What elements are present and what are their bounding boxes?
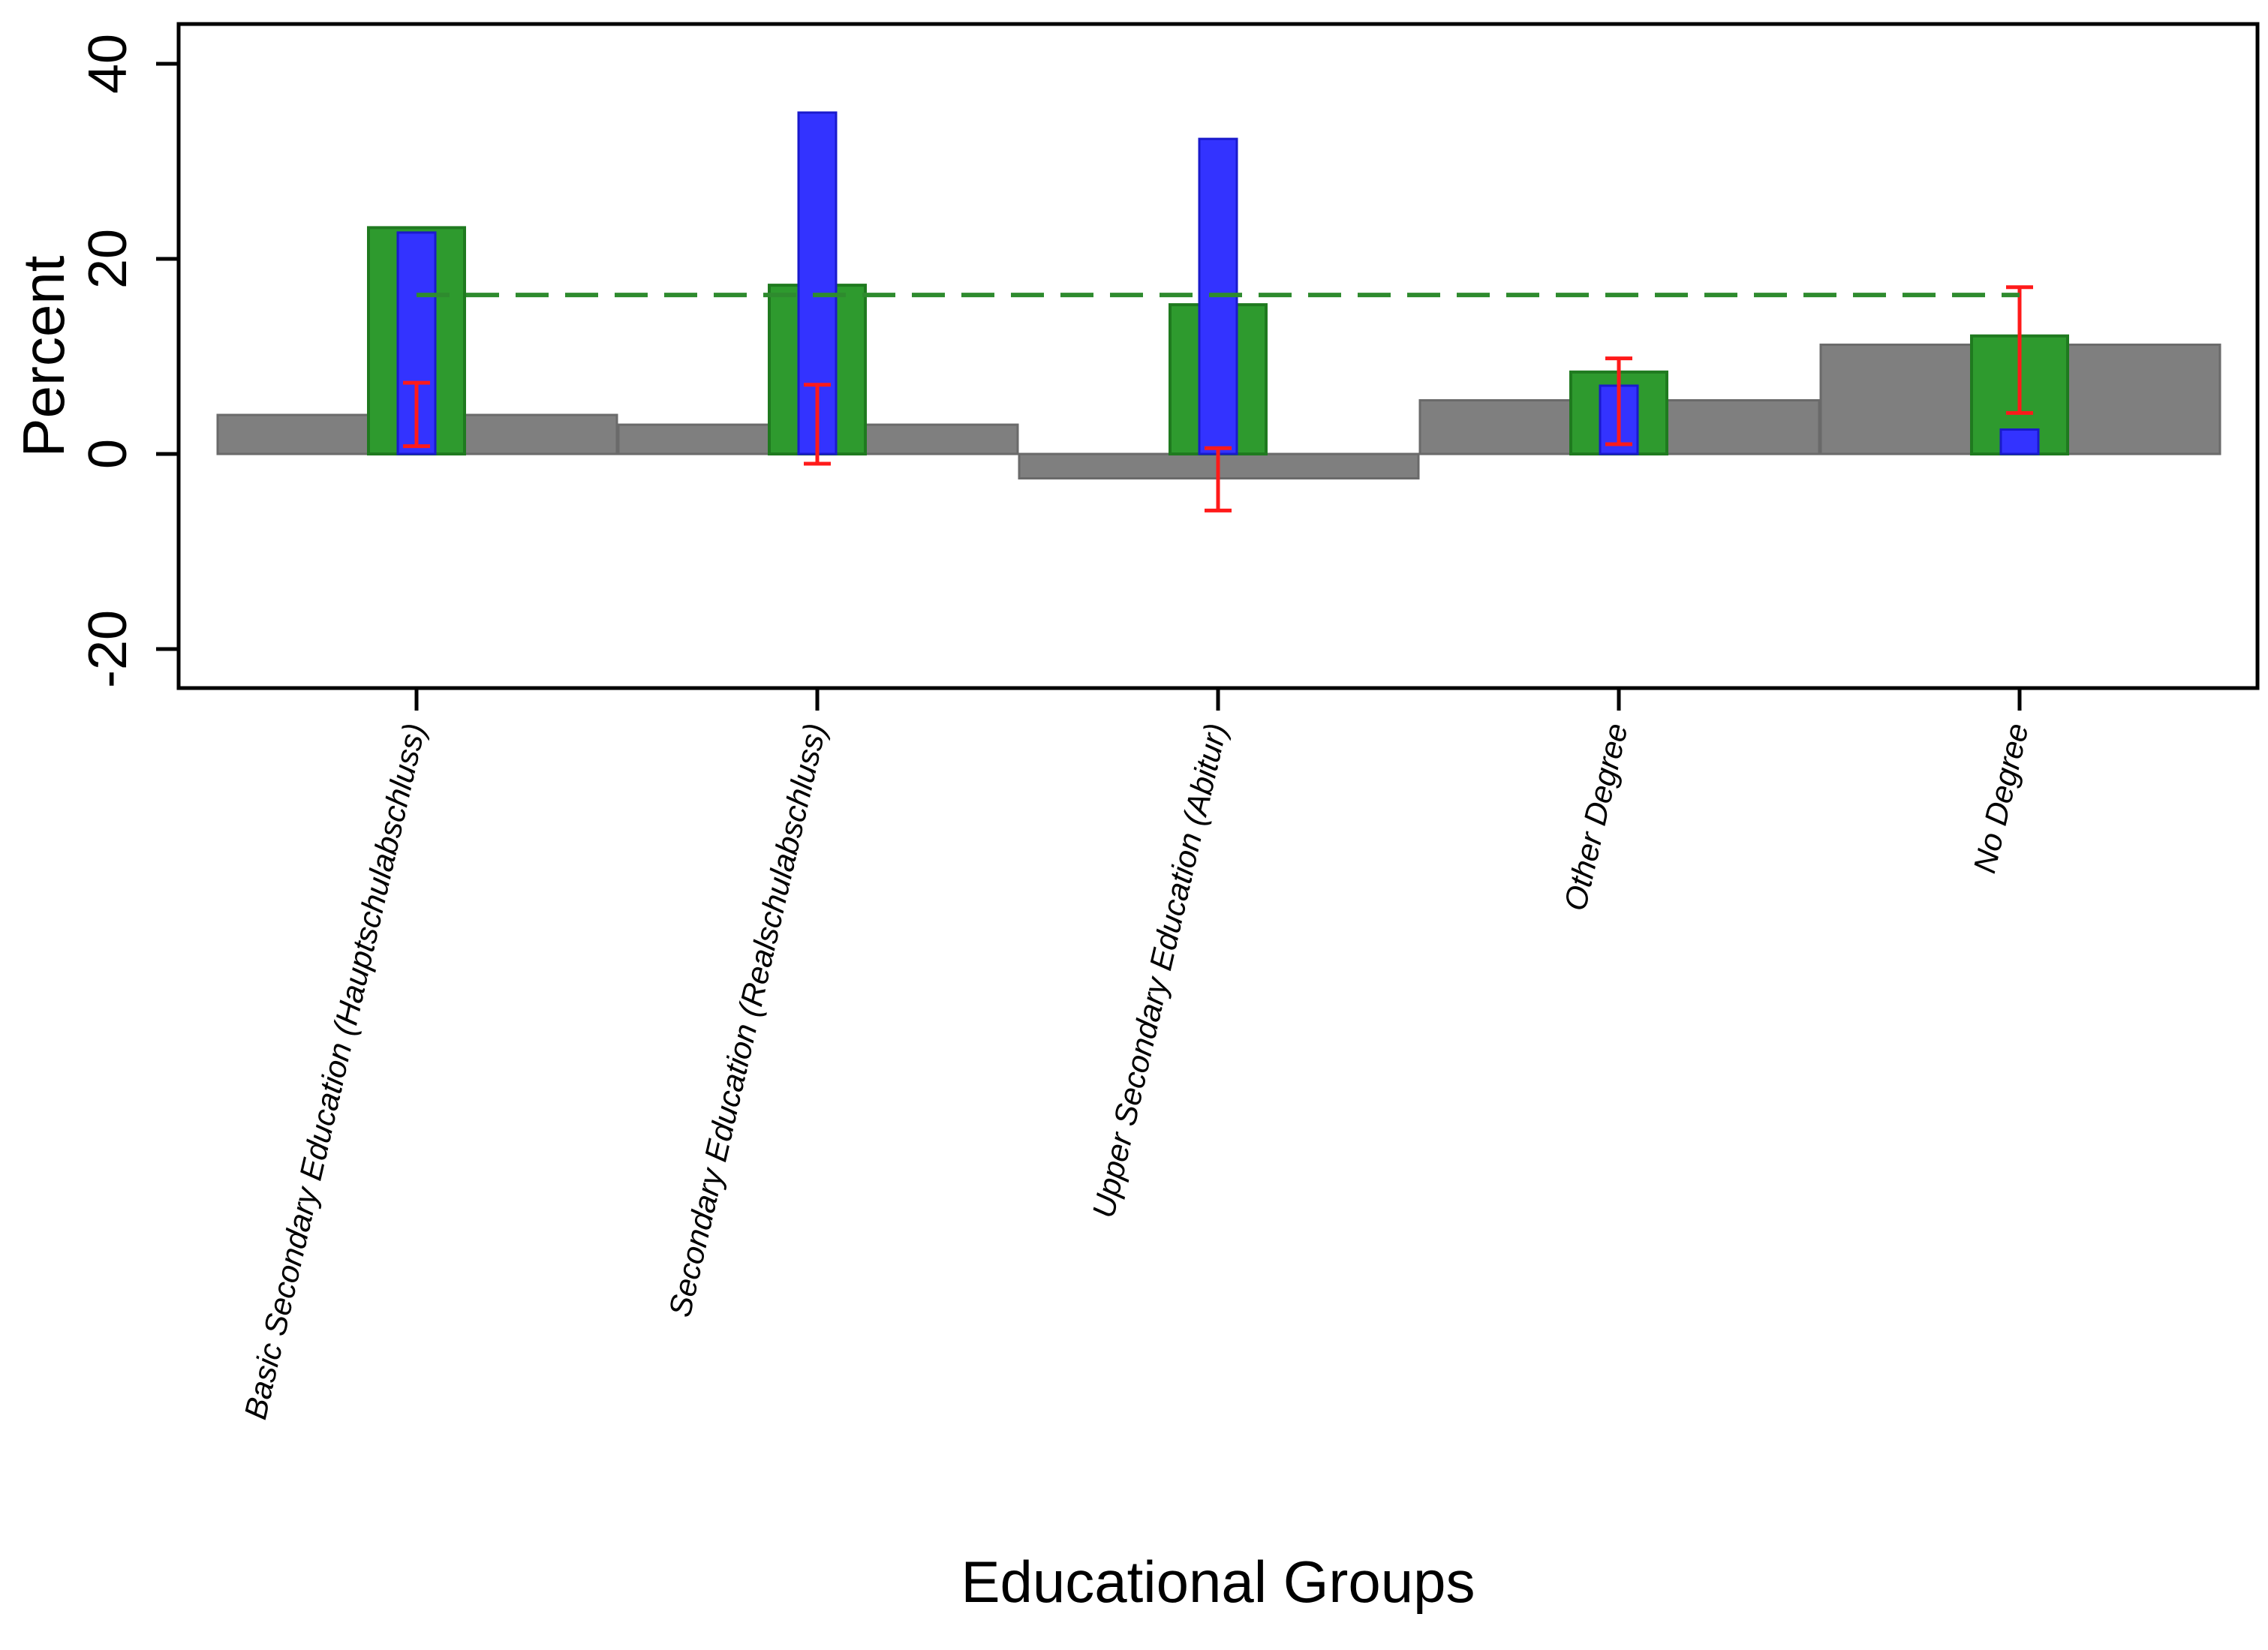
y-tick-label: 0 xyxy=(78,439,138,469)
y-axis-title: Percent xyxy=(11,255,77,457)
y-axis: -20 0 20 40 xyxy=(78,34,179,688)
x-axis-title: Educational Groups xyxy=(961,1549,1475,1615)
y-tick-label: -20 xyxy=(78,610,138,688)
error-bar-group xyxy=(403,285,2033,512)
blue-bar xyxy=(1999,428,2040,455)
y-tick-label: 20 xyxy=(78,229,138,289)
y-tick-label: 40 xyxy=(78,34,138,94)
